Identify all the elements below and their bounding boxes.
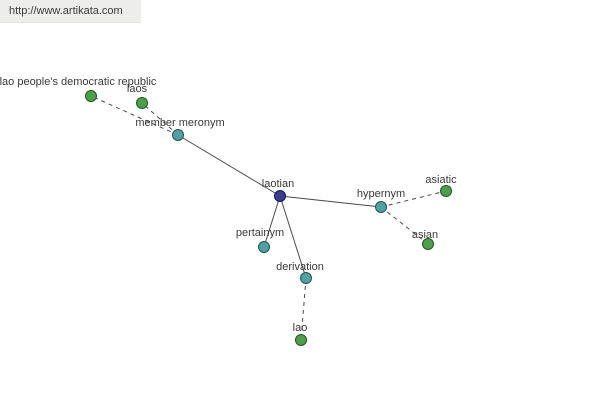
graph-node-lao-peoples-democratic-republic[interactable] (85, 90, 97, 102)
graph-node-laotian[interactable] (274, 190, 286, 202)
graph-edge-laotian-member-meronym (177, 134, 281, 197)
graph-node-lao[interactable] (295, 334, 307, 346)
graph-edge-member-meronym-lao-peoples-democratic-republic (90, 95, 179, 136)
graph-edge-laotian-hypernym (279, 195, 382, 208)
graph-node-pertainym[interactable] (258, 241, 270, 253)
graph-edge-derivation-lao (300, 277, 307, 341)
graph-node-label-laos[interactable]: laos (127, 83, 148, 95)
graph-node-label-pertainym[interactable]: pertainym (236, 227, 284, 239)
graph-node-label-lao[interactable]: lao (293, 322, 308, 334)
graph-node-label-derivation[interactable]: derivation (276, 261, 324, 273)
graph-node-label-laotian[interactable]: laotian (262, 178, 294, 190)
graph-edge-laotian-derivation (279, 195, 307, 279)
graph-node-laos[interactable] (136, 97, 148, 109)
graph-node-label-asiatic[interactable]: asiatic (425, 174, 457, 186)
graph-node-derivation[interactable] (300, 272, 312, 284)
graph-edge-member-meronym-laos (141, 102, 179, 136)
address-bar[interactable]: http://www.artikata.com (0, 0, 141, 23)
graph-node-member-meronym[interactable] (172, 129, 184, 141)
graph-node-label-lao-peoples-democratic-republic[interactable]: lao people's democratic republic (0, 76, 157, 88)
graph-edge-hypernym-asian (380, 206, 429, 245)
graph-node-hypernym[interactable] (375, 201, 387, 213)
url-text[interactable]: http://www.artikata.com (9, 5, 123, 17)
graph-node-label-asian[interactable]: asian (412, 229, 438, 241)
graph-node-label-member-meronym[interactable]: member meronym (135, 117, 224, 129)
graph-edge-laotian-pertainym (263, 195, 281, 248)
graph-node-label-hypernym[interactable]: hypernym (357, 188, 405, 200)
graph-node-asiatic[interactable] (440, 185, 452, 197)
graph-node-asian[interactable] (422, 238, 434, 250)
graph-edge-hypernym-asiatic (380, 190, 447, 208)
